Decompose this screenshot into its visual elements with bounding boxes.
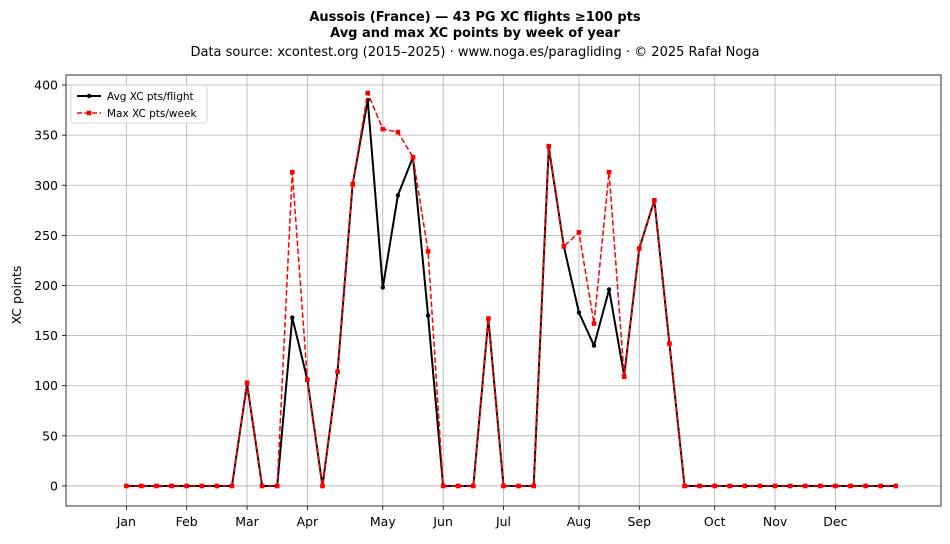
legend-label-avg: Avg XC pts/flight [107,91,194,103]
max-point [802,483,808,489]
chart-source-note: Data source: xcontest.org (2015–2025) · … [190,45,759,60]
max-point [682,483,687,489]
max-point [410,154,416,160]
max-point [139,483,144,489]
avg-point [380,285,386,290]
avg-point [591,343,597,348]
y-tick-label: 50 [42,428,58,443]
y-tick-label: 150 [34,328,58,343]
x-tick-label: Jun [432,514,453,529]
max-point [863,483,868,489]
x-tick-label: Feb [176,514,198,529]
max-point [772,483,778,489]
max-point [395,129,401,135]
y-tick-label: 0 [50,478,58,493]
max-point [455,483,461,489]
max-point [289,169,295,175]
legend-marker-max [86,110,92,116]
max-point [154,483,159,489]
max-point [244,380,250,386]
max-point [305,377,310,383]
max-point [425,249,431,254]
max-point [621,374,627,379]
max-point [697,483,702,489]
x-tick-label: Aug [567,514,591,529]
max-point [169,483,174,489]
x-tick-label: Apr [297,514,319,529]
max-point [757,483,763,489]
max-point [742,483,748,489]
max-point [365,90,371,96]
max-point [501,483,506,489]
max-point [214,483,220,489]
series-line-avg [126,99,896,487]
x-tick-label: Oct [704,514,726,529]
series-line-max [126,92,896,487]
y-tick-label: 300 [34,178,58,193]
max-point [440,483,446,489]
chart-subtitle: Avg and max XC points by week of year [330,26,620,41]
max-point [350,181,355,187]
max-point [787,483,793,489]
max-point [320,483,325,489]
max-point [471,483,476,489]
max-point [531,483,536,489]
y-tick-label: 200 [34,278,58,293]
data-series [124,90,899,489]
y-tick-label: 250 [34,228,58,243]
max-point [335,369,340,374]
x-tick-label: May [370,514,396,529]
max-point [606,169,612,175]
max-point [878,483,883,489]
x-tick-label: Mar [235,514,259,529]
x-tick-label: Jul [495,514,511,529]
x-tick-label: Dec [823,514,847,529]
max-point [259,483,265,489]
y-axis-label: XC points [9,266,24,325]
x-tick-label: Nov [763,514,788,529]
max-point [561,244,567,249]
avg-point [425,313,431,318]
y-tick-label: 400 [34,78,58,93]
max-point [546,143,552,149]
max-point [576,230,582,235]
x-tick-label: Jan [116,514,136,529]
legend-box [70,84,208,124]
max-point [591,321,597,326]
legend: Avg XC pts/flight Max XC pts/week [70,84,208,124]
avg-point [290,315,295,320]
avg-point [606,287,612,292]
chart-title: Aussois (France) — 43 PG XC flights ≥100… [309,10,641,25]
max-point [380,126,386,132]
grid-lines [66,75,941,506]
max-point [667,341,672,346]
y-tick-label: 350 [34,128,58,143]
max-point [124,483,129,489]
max-point [636,246,642,251]
max-point [818,483,823,489]
max-point [848,483,853,489]
axes: 0 50 100 150 200 250 300 350 400 Jan Feb Mar Apr May J… [34,74,942,529]
max-point [274,483,280,489]
max-point [184,483,189,489]
max-point [833,483,838,489]
avg-point [576,310,582,315]
legend-label-max: Max XC pts/week [107,108,197,120]
max-point [199,483,205,489]
max-point [516,483,521,489]
y-tick-label: 100 [34,378,58,393]
max-point [893,483,899,489]
max-point [727,483,733,489]
max-point [652,197,657,203]
avg-point [395,193,401,198]
x-tick-label: Sep [627,514,651,529]
legend-marker-avg [86,93,92,99]
max-point [486,316,491,321]
max-point [712,483,718,489]
max-point [229,483,235,489]
